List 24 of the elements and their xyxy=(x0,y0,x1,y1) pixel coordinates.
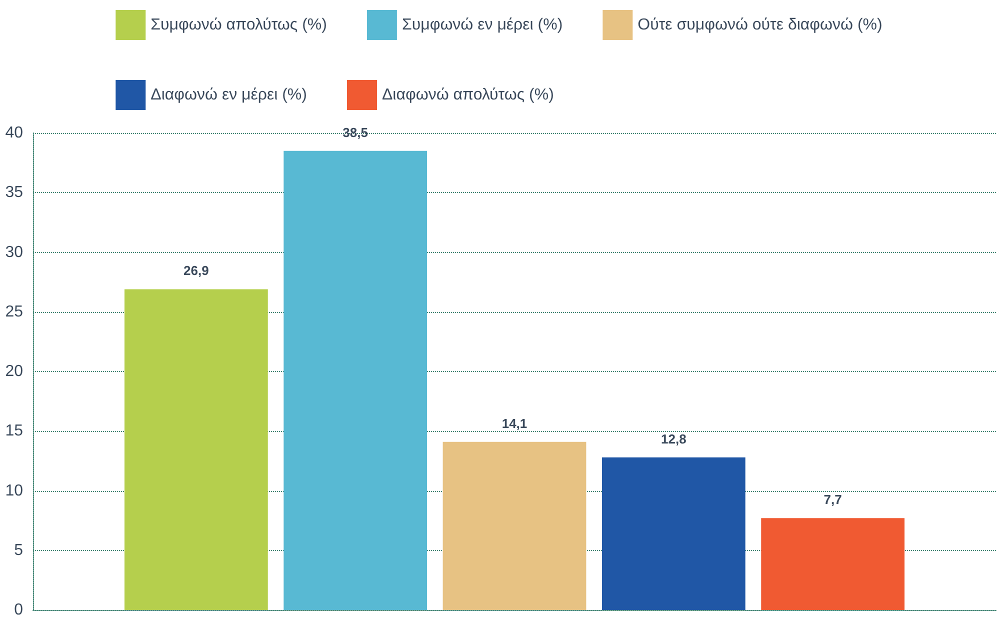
bar xyxy=(284,150,428,610)
bar xyxy=(442,442,586,610)
bar xyxy=(602,457,746,610)
y-tick-label: 20 xyxy=(5,363,24,380)
data-label: 7,7 xyxy=(824,492,842,508)
legend-label: Συμφωνώ απολύτως (%) xyxy=(150,16,327,34)
legend-label: Ούτε συμφωνώ ούτε διαφωνώ (%) xyxy=(638,16,882,34)
bar xyxy=(124,289,268,610)
y-tick-label: 30 xyxy=(5,244,24,261)
y-tick-label: 5 xyxy=(14,542,24,559)
y-tick-label: 25 xyxy=(5,303,24,320)
y-tick-label: 10 xyxy=(5,482,24,500)
y-tick-label: 35 xyxy=(5,184,24,202)
legend-label: Συμφωνώ εν μέρει (%) xyxy=(402,16,563,34)
data-label: 26,9 xyxy=(184,263,209,278)
y-tick-label: 15 xyxy=(5,422,24,440)
data-label: 14,1 xyxy=(502,416,528,431)
legend-label: Διαφωνώ απολύτως (%) xyxy=(382,86,554,104)
bar xyxy=(761,518,905,610)
y-tick-label: 0 xyxy=(14,602,24,618)
data-label: 38,5 xyxy=(342,124,368,140)
y-tick-label: 40 xyxy=(5,124,24,142)
legend-label: Διαφωνώ εν μέρει (%) xyxy=(150,86,307,104)
data-label: 12,8 xyxy=(661,431,686,446)
